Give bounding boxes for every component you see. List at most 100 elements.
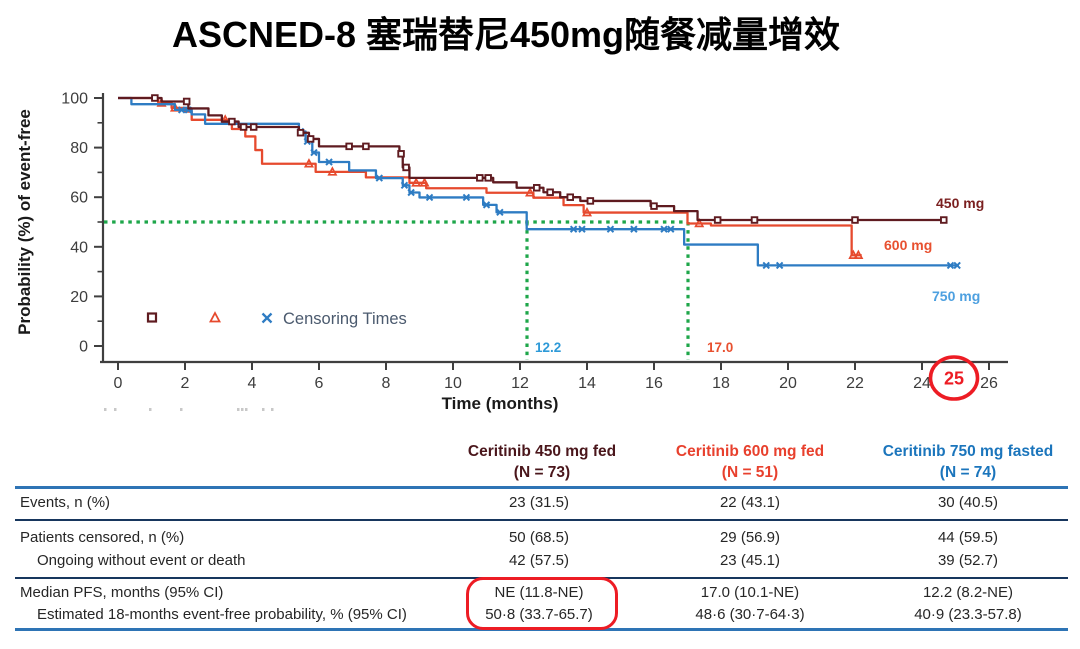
censor-marker-x <box>482 201 491 209</box>
table-cell: 40·9 (23.3-57.8) <box>914 606 1022 623</box>
x-tick-label: 14 <box>578 375 596 392</box>
x-tick-label: 4 <box>248 375 257 392</box>
column-header-450mg: Ceritinib 450 mg fed (N = 73) <box>432 441 652 483</box>
censor-marker-triangle <box>853 249 864 259</box>
censor-marker-square <box>750 216 759 224</box>
clipped-text-artifact <box>241 408 244 411</box>
row-label: Ongoing without event or death <box>37 552 246 569</box>
censor-marker-x <box>775 261 784 270</box>
censor-marker-x <box>310 148 318 157</box>
table-cell: NE (11.8-NE) <box>494 584 584 601</box>
censor-marker-square <box>151 94 159 102</box>
table-rule <box>15 577 1068 579</box>
censor-marker-square <box>650 202 658 210</box>
x-tick-label: 16 <box>645 375 663 392</box>
x-axis-title: Time (months) <box>442 394 559 413</box>
x-tick-label: 24 <box>913 375 931 392</box>
table-cell: 42 (57.5) <box>508 552 570 569</box>
clipped-text-artifact <box>114 408 117 411</box>
x-tick-label: 26 <box>980 375 998 392</box>
table-cell: 39 (52.7) <box>937 552 999 569</box>
censor-marker-square <box>484 174 492 182</box>
censor-marker-x <box>953 261 961 270</box>
table-cell: 22 (43.1) <box>719 494 781 511</box>
slide-title: ASCNED-8 塞瑞替尼450mg随餐减量增效 <box>171 14 841 55</box>
censor-marker-square <box>476 174 484 182</box>
censor-marker-x <box>400 181 409 190</box>
legend-square-icon <box>146 312 158 323</box>
censor-marker-square <box>397 150 405 158</box>
clipped-text-artifact <box>271 408 274 411</box>
median-750mg-label: 12.2 <box>535 340 561 355</box>
km-curve-750mg <box>118 96 959 267</box>
censor-marker-square <box>362 142 370 151</box>
y-tick-label: 20 <box>70 289 88 306</box>
censor-marker-square <box>940 216 948 224</box>
censor-marker-x <box>425 193 434 202</box>
censor-marker-x <box>660 225 668 233</box>
x-tick-label: 12 <box>511 375 529 392</box>
clipped-text-artifact <box>262 408 265 411</box>
x-tick-label: 20 <box>779 375 797 392</box>
censor-marker-square <box>533 184 541 192</box>
clipped-text-artifact <box>149 408 152 411</box>
legend-triangle-icon <box>209 311 221 323</box>
table-cell: 29 (56.9) <box>719 529 781 546</box>
censor-marker-square <box>182 97 191 106</box>
column-title: Ceritinib 450 mg fed <box>467 443 617 460</box>
censor-marker-triangle <box>419 177 430 187</box>
x-tick-label: 8 <box>382 375 391 392</box>
legend-x-icon <box>261 312 273 324</box>
censor-marker-triangle <box>581 206 593 217</box>
row-label: Median PFS, months (95% CI) <box>20 584 224 601</box>
censor-marker-triangle <box>848 249 859 259</box>
censor-marker-x <box>496 208 504 217</box>
y-axis-title: Probability (%) of event-free <box>15 109 34 335</box>
median-600mg-label: 17.0 <box>707 340 733 355</box>
censor-marker-x <box>325 158 333 166</box>
column-n: (N = 74) <box>939 464 997 481</box>
censor-marker-triangle <box>525 187 536 197</box>
circled-25-value: 25 <box>944 369 964 389</box>
table-bottom-rule <box>15 628 1068 631</box>
censor-marker-square <box>296 128 305 137</box>
clipped-text-artifact <box>237 408 240 411</box>
y-tick-label: 40 <box>70 239 88 256</box>
censor-marker-square <box>239 123 248 131</box>
censor-marker-square <box>566 193 575 201</box>
curve-label-750mg: 750 mg <box>932 288 980 304</box>
km-curve-600mg <box>118 96 862 257</box>
censor-marker-x <box>762 261 770 270</box>
x-tick-label: 10 <box>444 375 462 392</box>
censor-marker-x <box>606 225 615 233</box>
table-cell: 23 (31.5) <box>508 494 570 511</box>
column-header-750mg: Ceritinib 750 mg fasted (N = 74) <box>858 441 1078 483</box>
table-cell: 44 (59.5) <box>937 529 999 546</box>
row-label: Estimated 18-months event-free probabili… <box>37 606 407 623</box>
legend-label: Censoring Times <box>283 310 407 328</box>
column-n: (N = 51) <box>721 464 779 481</box>
censor-marker-square <box>546 188 554 196</box>
censor-marker-x <box>462 193 471 202</box>
column-header-600mg: Ceritinib 600 mg fed (N = 51) <box>640 441 860 483</box>
censor-marker-x <box>407 188 415 197</box>
table-top-rule <box>15 486 1068 489</box>
censor-marker-square <box>249 123 258 131</box>
censor-marker-square <box>345 142 353 151</box>
column-title: Ceritinib 750 mg fasted <box>882 443 1054 460</box>
curve-label-450mg: 450 mg <box>936 195 984 211</box>
censor-marker-square <box>306 135 315 143</box>
censor-marker-x <box>667 225 675 233</box>
clipped-text-artifact <box>104 408 107 411</box>
table-cell: 30 (40.5) <box>937 494 999 511</box>
censor-marker-square <box>402 163 410 172</box>
column-title: Ceritinib 600 mg fed <box>675 443 825 460</box>
column-n: (N = 73) <box>513 464 571 481</box>
x-tick-label: 2 <box>181 375 190 392</box>
censor-marker-square <box>586 197 595 205</box>
x-tick-label: 6 <box>315 375 324 392</box>
circled-25-annotation <box>928 355 980 401</box>
table-cell: 48·6 (30·7-64·3) <box>695 606 805 623</box>
